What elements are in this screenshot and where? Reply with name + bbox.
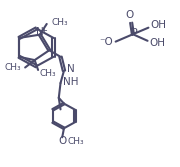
Text: OH: OH	[149, 38, 165, 48]
Text: CH₃: CH₃	[4, 63, 21, 72]
Text: CH₃: CH₃	[68, 137, 84, 146]
Text: OH: OH	[150, 20, 166, 30]
Text: NH: NH	[63, 77, 79, 87]
Text: O: O	[58, 136, 66, 146]
Text: N: N	[36, 27, 44, 37]
Text: +: +	[40, 26, 47, 35]
Text: CH₃: CH₃	[51, 18, 68, 27]
Text: N: N	[67, 64, 74, 74]
Text: ⁻O: ⁻O	[99, 37, 113, 47]
Text: P: P	[130, 28, 137, 38]
Text: CH₃: CH₃	[40, 69, 57, 78]
Text: O: O	[125, 10, 134, 20]
